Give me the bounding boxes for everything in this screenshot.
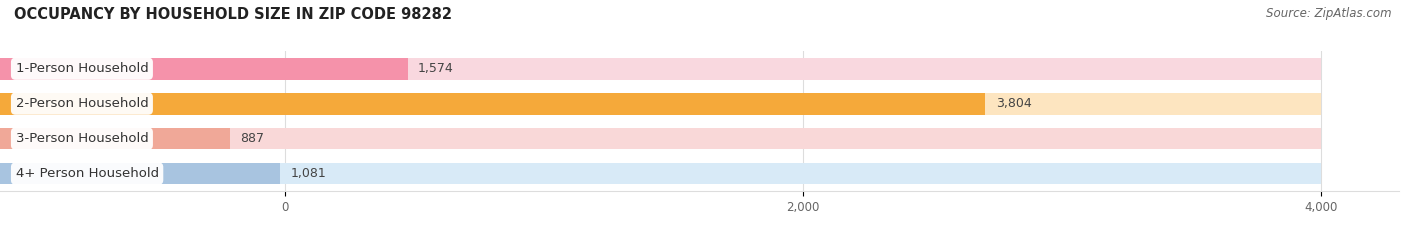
- Text: 2-Person Household: 2-Person Household: [15, 97, 148, 110]
- Bar: [0, 128, 229, 150]
- Bar: [0, 163, 1322, 185]
- Bar: [0, 128, 1322, 150]
- Text: 1,574: 1,574: [418, 62, 454, 75]
- Text: Source: ZipAtlas.com: Source: ZipAtlas.com: [1267, 7, 1392, 20]
- Text: 1-Person Household: 1-Person Household: [15, 62, 148, 75]
- Bar: [0, 93, 1322, 115]
- Text: 1,081: 1,081: [291, 167, 326, 180]
- Bar: [0, 163, 280, 185]
- Bar: [0, 58, 1322, 80]
- Text: 887: 887: [240, 132, 264, 145]
- Text: 3-Person Household: 3-Person Household: [15, 132, 148, 145]
- Text: 4+ Person Household: 4+ Person Household: [15, 167, 159, 180]
- Text: 3,804: 3,804: [995, 97, 1032, 110]
- Text: OCCUPANCY BY HOUSEHOLD SIZE IN ZIP CODE 98282: OCCUPANCY BY HOUSEHOLD SIZE IN ZIP CODE …: [14, 7, 453, 22]
- Bar: [0, 58, 408, 80]
- Bar: [0, 93, 986, 115]
